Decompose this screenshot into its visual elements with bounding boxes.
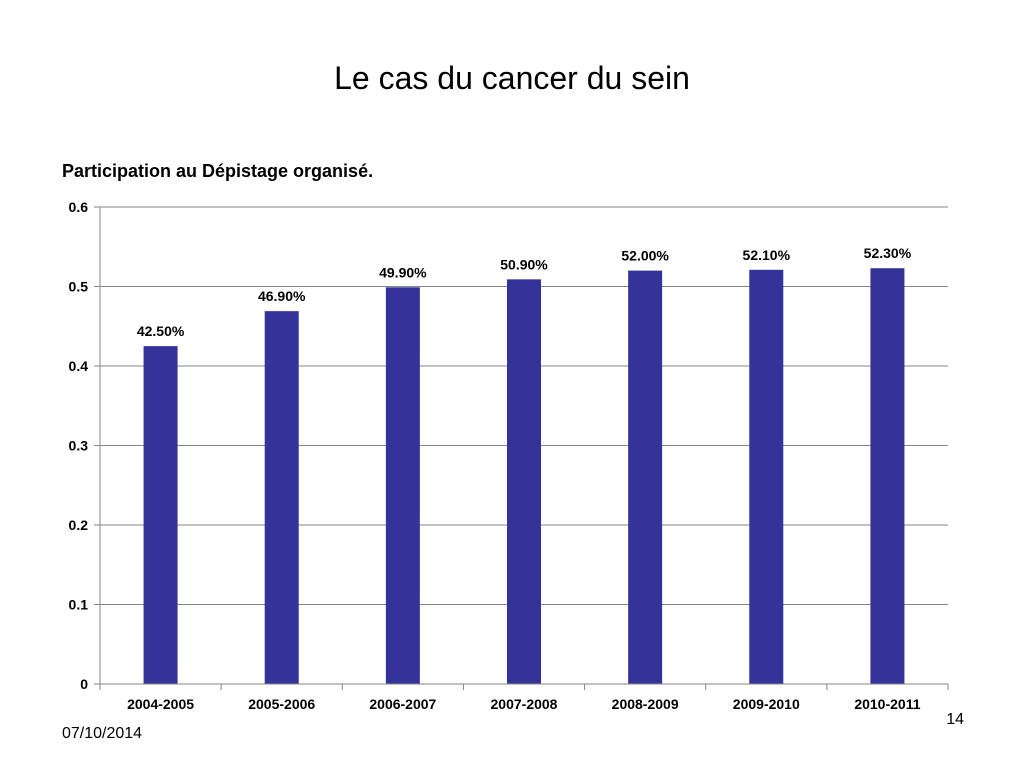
bar [628,270,663,684]
x-tick-label: 2008-2009 [612,696,679,712]
y-tick-label: 0.3 [69,438,89,454]
slide-title: Le cas du cancer du sein [334,60,690,96]
data-label: 50.90% [500,256,548,272]
bar [870,268,905,684]
chart-title: Participation au Dépistage organisé. [62,161,374,181]
bar [264,311,299,684]
y-tick-label: 0.1 [69,597,89,613]
x-tick-label: 2010-2011 [854,696,920,712]
x-tick-label: 2007-2008 [491,696,558,712]
y-tick-label: 0.2 [69,517,89,533]
bar [507,279,541,684]
bars [143,268,905,684]
y-tick-label: 0.6 [69,199,89,215]
data-label: 42.50% [137,323,185,339]
axes [94,206,949,690]
data-label: 46.90% [258,288,306,304]
y-tick-label: 0.5 [69,279,89,295]
x-tick-label: 2004-2005 [127,696,194,712]
x-tick-label: 2006-2007 [369,696,436,712]
x-tick-label: 2005-2006 [248,696,315,712]
bar [143,346,178,684]
slide-number: 14 [946,711,964,728]
y-tick-label: 0 [80,676,88,692]
data-label: 52.30% [864,245,912,261]
data-label: 52.00% [621,248,669,264]
bar [385,287,420,684]
labels: 0 0.1 0.2 0.3 0.4 0.5 0.6 42.50% 2004-2005 46.90%… [69,199,921,712]
bar [749,269,784,684]
data-label: 49.90% [379,264,427,280]
y-tick-label: 0.4 [69,358,89,374]
data-label: 52.10% [743,247,791,263]
x-tick-label: 2009-2010 [733,696,800,712]
footer-date: 07/10/2014 [62,725,143,742]
